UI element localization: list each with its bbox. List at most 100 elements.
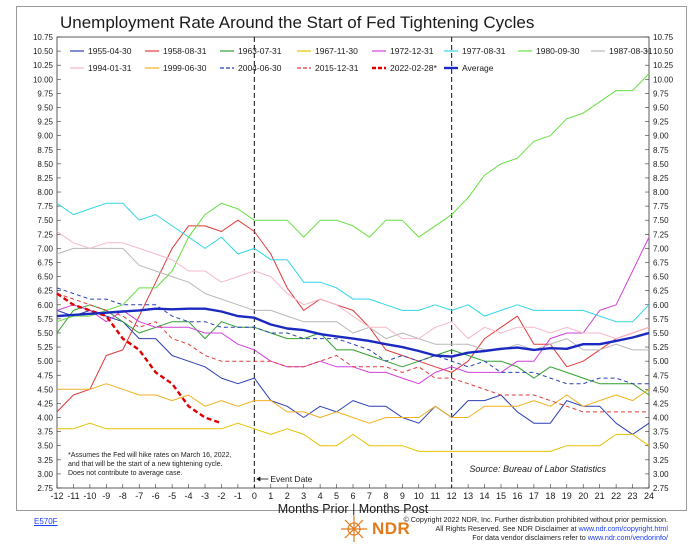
x-tick-label: 0: [252, 491, 257, 501]
legend-label: Average: [462, 63, 494, 73]
footnote-line: *Assumes the Fed will hike rates on Marc…: [68, 452, 231, 459]
y-tick-label-left: 3.00: [37, 470, 53, 479]
y-tick-label-right: 7.00: [653, 244, 669, 253]
x-tick-label: 10: [414, 491, 424, 501]
x-tick-label: 11: [431, 491, 440, 501]
y-tick-label-left: 4.75: [37, 371, 53, 380]
y-tick-label-right: 2.75: [653, 484, 669, 493]
y-tick-label-right: 9.00: [653, 132, 669, 141]
series-line-1994-01-31: [56, 231, 650, 340]
disclaimer-line-3: For data vendor disclaimers refer to www…: [403, 533, 668, 542]
x-tick-label: -12: [50, 491, 63, 501]
x-tick-label: 22: [611, 491, 621, 501]
y-tick-label-right: 8.25: [653, 174, 669, 183]
x-tick-label: 17: [529, 491, 539, 501]
x-tick-label: -6: [152, 491, 160, 501]
y-tick-label-left: 8.50: [37, 160, 53, 169]
x-tick-label: 24: [644, 491, 654, 501]
y-tick-label-right: 5.00: [653, 357, 669, 366]
legend-label: 1955-04-30: [88, 46, 132, 56]
y-tick-label-right: 10.25: [653, 61, 674, 70]
legend-label: 2022-02-28*: [390, 63, 437, 73]
y-tick-label-left: 9.25: [37, 118, 53, 127]
x-tick-label: 3: [301, 491, 306, 501]
y-tick-label-left: 10.50: [33, 47, 54, 56]
copyright-disclaimer: © Copyright 2022 NDR, Inc. Further distr…: [403, 515, 668, 543]
disclaimer-line-2: All Rights Reserved. See NDR Disclaimer …: [403, 524, 668, 533]
legend-label: 1972-12-31: [390, 46, 434, 56]
y-tick-label-left: 8.25: [37, 174, 53, 183]
y-tick-label-right: 4.25: [653, 399, 669, 408]
y-tick-label-right: 9.25: [653, 118, 669, 127]
x-tick-label: 4: [318, 491, 323, 501]
y-tick-label-left: 7.50: [37, 216, 53, 225]
x-tick-label: 14: [480, 491, 490, 501]
legend-label: 1967-11-30: [315, 46, 358, 56]
event-date-label: Event Date: [270, 474, 312, 484]
x-tick-label: -5: [168, 491, 176, 501]
y-tick-label-right: 6.75: [653, 259, 669, 268]
x-tick-label: 16: [512, 491, 522, 501]
chart-frame: [16, 6, 687, 511]
vendor-info-link[interactable]: www.ndr.com/vendorinfo/: [587, 533, 668, 543]
y-tick-label-left: 6.00: [37, 301, 53, 310]
x-tick-label: 5: [334, 491, 339, 501]
y-tick-label-right: 4.75: [653, 371, 669, 380]
legend-label: 2015-12-31: [315, 63, 359, 73]
x-tick-label: 9: [400, 491, 405, 501]
y-tick-label-right: 3.00: [653, 470, 669, 479]
y-tick-label-right: 3.50: [653, 442, 669, 451]
x-tick-label: 13: [463, 491, 473, 501]
x-tick-label: 7: [367, 491, 372, 501]
series-line-1963-07-31: [56, 304, 650, 396]
y-tick-label-right: 10.75: [653, 33, 674, 42]
x-tick-label: 20: [578, 491, 588, 501]
x-tick-label: 6: [350, 491, 355, 501]
x-tick-label: -1: [234, 491, 242, 501]
disclaimer-line-1: © Copyright 2022 NDR, Inc. Further distr…: [403, 515, 668, 524]
x-tick-label: 2: [285, 491, 290, 501]
y-tick-label-left: 4.50: [37, 385, 53, 394]
series-line-2004-06-30: [56, 287, 649, 385]
copyright-link[interactable]: www.ndr.com/copyright.html: [578, 524, 668, 534]
y-tick-label-left: 3.75: [37, 428, 53, 437]
legend-label: 1958-08-31: [163, 46, 207, 56]
y-tick-label-right: 10.00: [653, 75, 674, 84]
y-tick-label-left: 5.50: [37, 329, 53, 338]
ndr-logo-icon: [341, 516, 367, 542]
x-tick-label: 18: [545, 491, 555, 501]
y-tick-label-right: 7.75: [653, 202, 669, 211]
y-tick-label-right: 9.50: [653, 103, 669, 112]
y-tick-label-left: 6.75: [37, 259, 53, 268]
y-tick-label-left: 9.50: [37, 103, 53, 112]
x-tick-label: 1: [268, 491, 273, 501]
y-tick-label-left: 5.25: [37, 343, 53, 352]
x-axis-label: Months Prior | Months Post: [278, 502, 429, 516]
x-tick-label: -2: [217, 491, 225, 501]
y-tick-label-left: 9.75: [37, 89, 53, 98]
x-tick-label: -4: [185, 491, 193, 501]
chart-code-link[interactable]: E570F: [34, 517, 58, 526]
y-tick-label-right: 3.25: [653, 456, 669, 465]
y-tick-label-right: 9.75: [653, 89, 669, 98]
y-tick-label-right: 7.50: [653, 216, 669, 225]
footnote-line: and that will be the start of a new tigh…: [68, 461, 223, 468]
y-tick-label-right: 6.00: [653, 301, 669, 310]
legend-label: 1994-01-31: [88, 63, 132, 73]
x-tick-label: 19: [562, 491, 572, 501]
y-tick-label-left: 3.25: [37, 456, 53, 465]
y-tick-label-left: 7.75: [37, 202, 53, 211]
y-tick-label-left: 8.75: [37, 146, 53, 155]
y-tick-label-left: 9.00: [37, 132, 53, 141]
y-tick-label-right: 7.25: [653, 230, 669, 239]
y-tick-label-left: 6.25: [37, 287, 53, 296]
legend-label: 1999-06-30: [163, 63, 207, 73]
y-tick-label-left: 5.00: [37, 357, 53, 366]
footnote-line: Does not contribute to average case.: [68, 470, 182, 477]
y-tick-label-left: 6.50: [37, 273, 53, 282]
y-tick-label-right: 4.00: [653, 414, 669, 423]
plot-area: [56, 36, 650, 489]
series-line-1977-08-31: [56, 202, 650, 323]
legend-label: 1987-08-31: [609, 46, 653, 56]
